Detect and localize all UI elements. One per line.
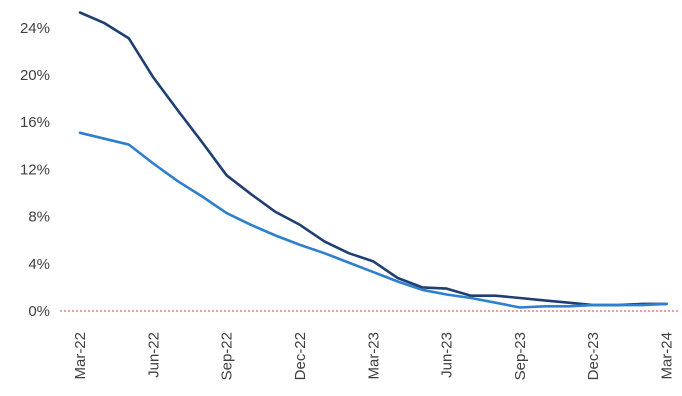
x-tick-label: Mar-24 [659, 332, 676, 380]
x-tick-label: Sep-22 [219, 332, 236, 380]
y-tick-label: 24% [20, 20, 50, 37]
series-line-2 [78, 131, 668, 309]
x-tick-label: Dec-23 [585, 332, 602, 380]
y-tick-label: 16% [20, 114, 50, 131]
y-tick-label: 12% [20, 161, 50, 178]
x-tick-label: Dec-22 [292, 332, 309, 380]
x-tick-label: Mar-22 [72, 332, 89, 380]
x-tick-label: Jun-22 [145, 332, 162, 378]
y-tick-label: 8% [28, 209, 50, 226]
x-tick-label: Jun-23 [439, 332, 456, 378]
y-axis-tick-labels: 0% 4% 8% 12% 16% 20% 24% [20, 20, 50, 320]
x-tick-label: Mar-23 [365, 332, 382, 380]
x-axis-tick-labels: Mar-22 Jun-22 Sep-22 Dec-22 Mar-23 Jun-23 Sep-… [72, 332, 676, 380]
series-lines [78, 11, 668, 309]
y-tick-label: 0% [28, 303, 50, 320]
y-tick-label: 20% [20, 67, 50, 84]
x-tick-label: Sep-23 [512, 332, 529, 380]
series-line-1 [78, 11, 668, 307]
y-tick-label: 4% [28, 256, 50, 273]
